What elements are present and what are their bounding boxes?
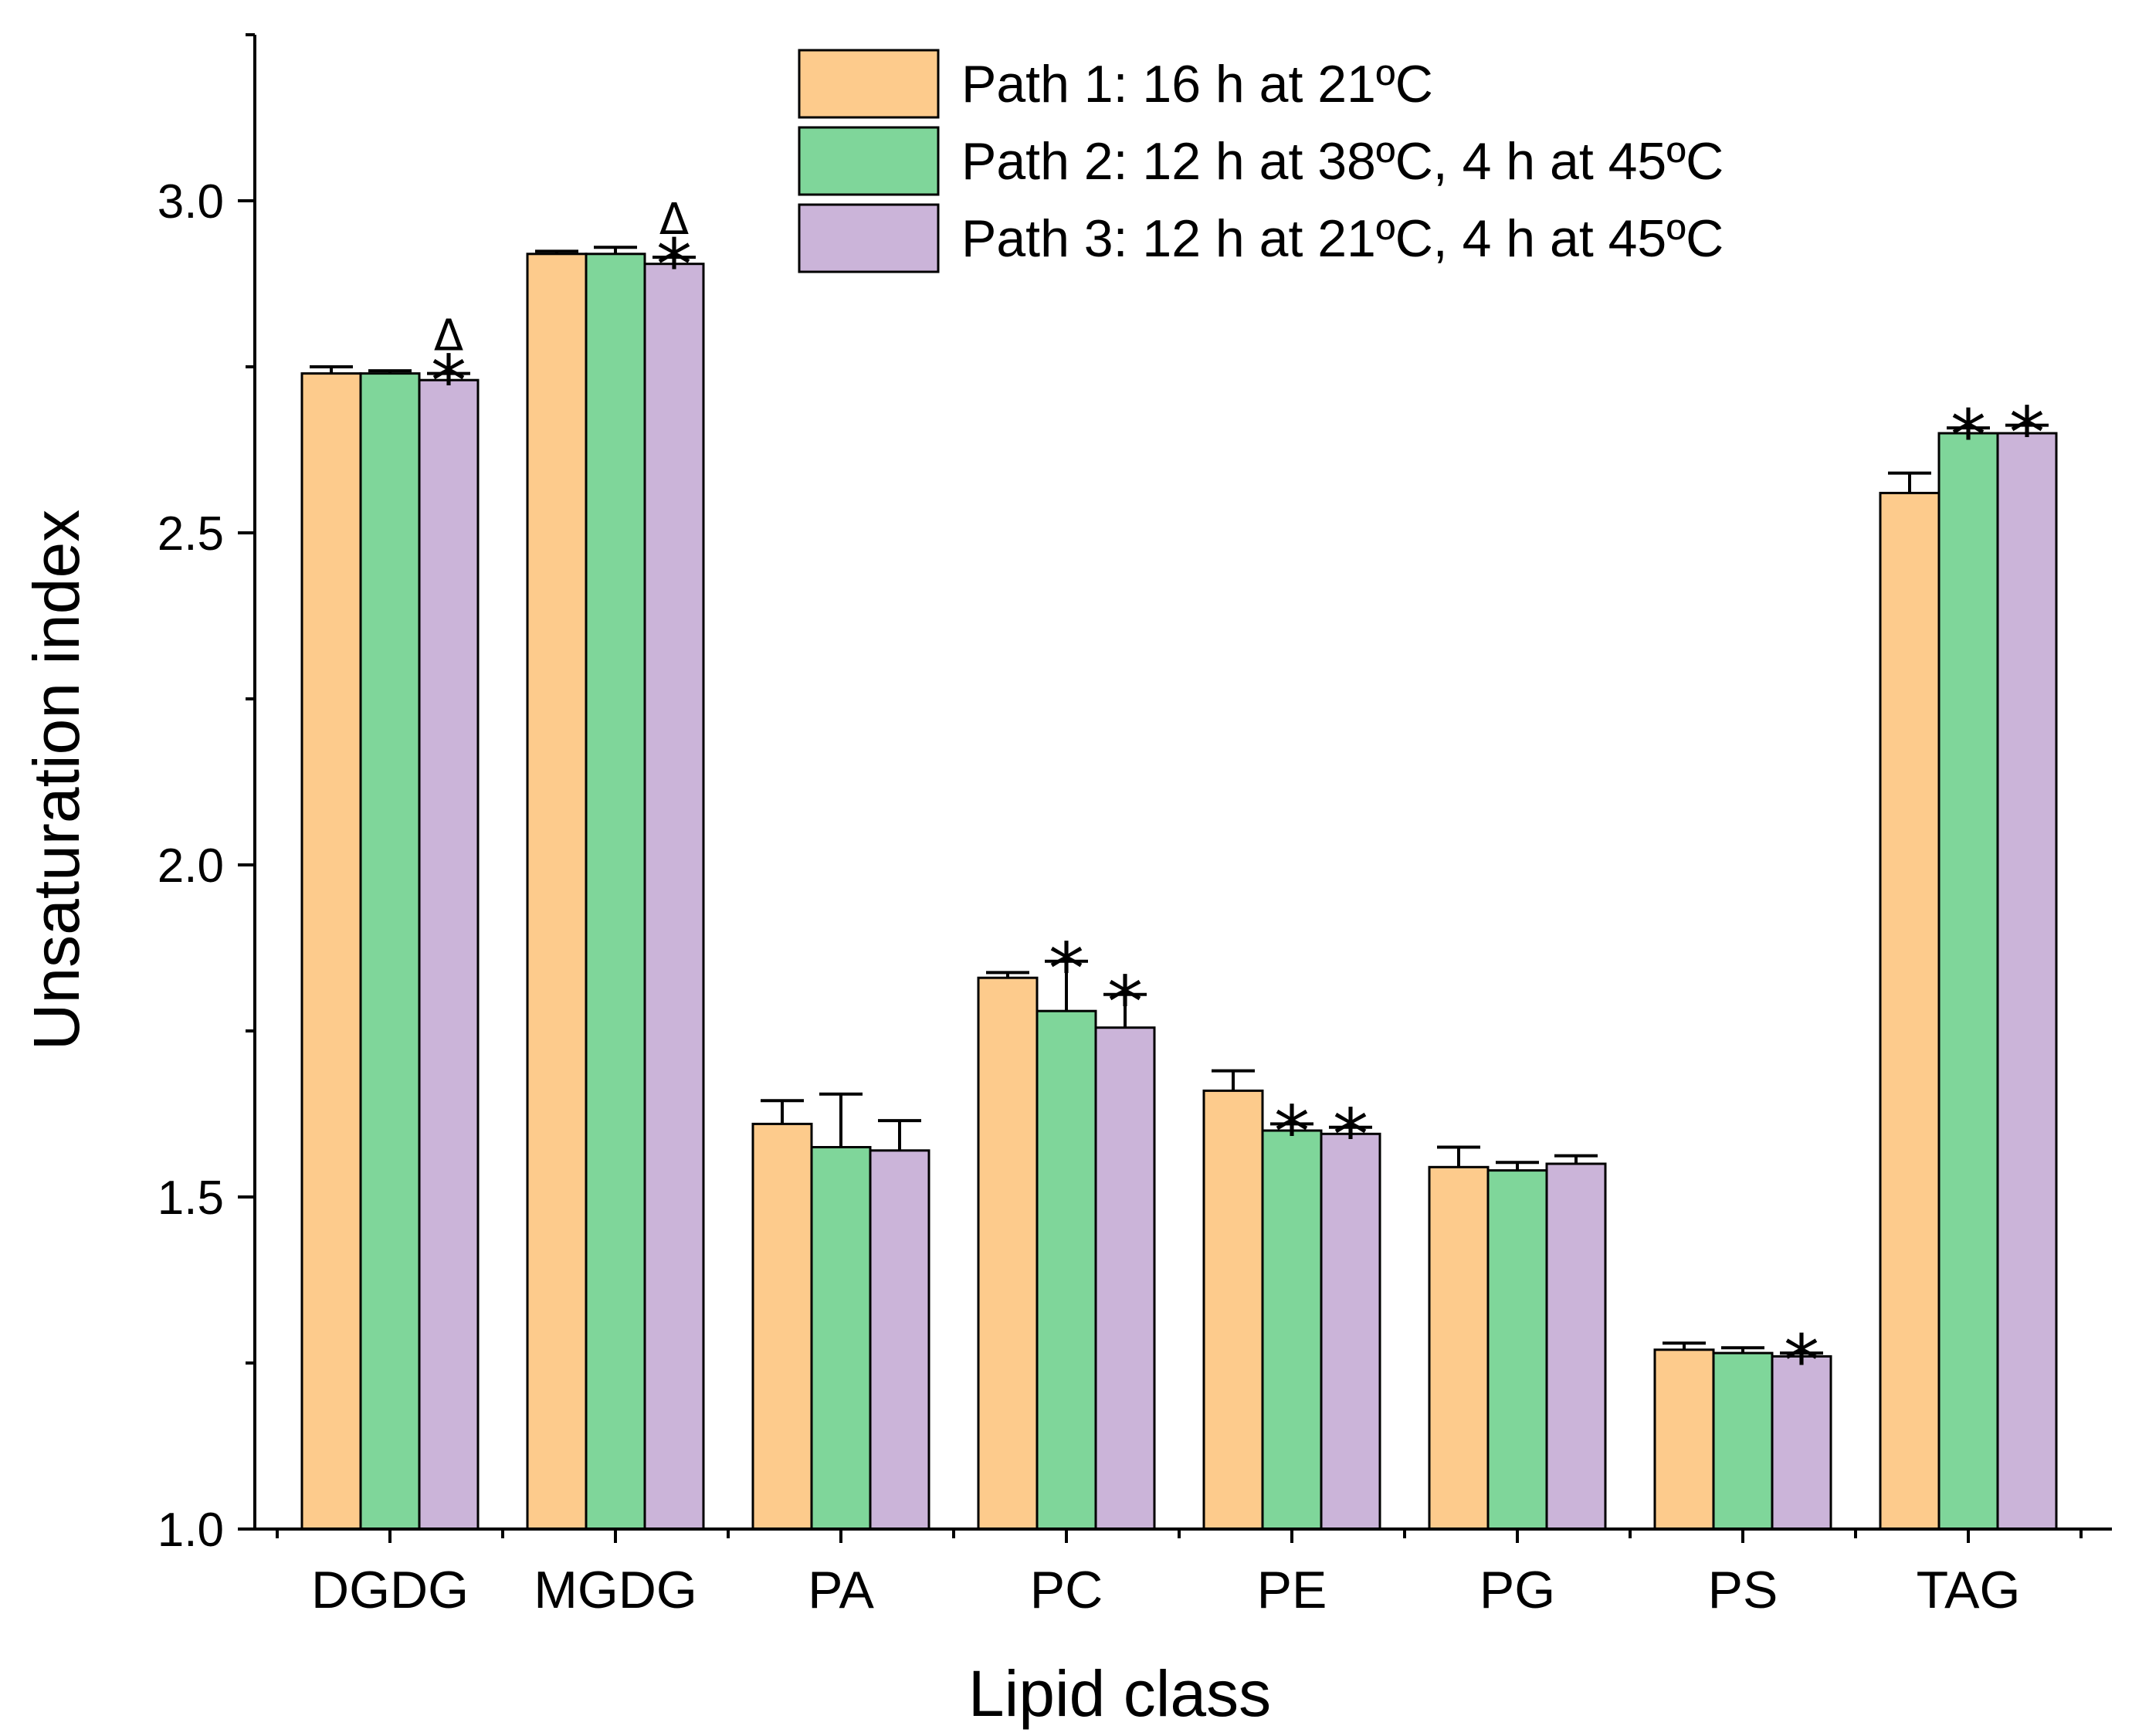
- x-tick-label-dgdg: DGDG: [311, 1561, 469, 1619]
- bar-ps-series-3: [1771, 1355, 1832, 1531]
- bar-ps-series-1: [1653, 1348, 1715, 1531]
- legend: Path 1: 16 h at 21ºC Path 2: 12 h at 38ºC…: [798, 49, 1724, 273]
- x-tick-label-pe: PE: [1257, 1561, 1327, 1619]
- y-tick-label-2.5: 2.5: [158, 507, 224, 561]
- error-bars-layer: [310, 246, 2049, 1357]
- bar-dgdg-series-2: [359, 372, 421, 1531]
- bar-dgdg-series-1: [300, 372, 362, 1531]
- significance-delta-mgdg-series-3: Δ: [659, 195, 689, 245]
- x-tick-label-tag: TAG: [1917, 1561, 2021, 1619]
- bar-pa-series-3: [869, 1149, 930, 1531]
- significance-star-pc-series-2: *: [1049, 928, 1084, 1011]
- x-tick-label-pc: PC: [1030, 1561, 1103, 1619]
- significance-star-mgdg-series-3: *: [656, 224, 692, 307]
- legend-swatch-series-2: [798, 126, 940, 196]
- bar-tag-series-1: [1879, 491, 1940, 1531]
- bar-pg-series-2: [1486, 1169, 1548, 1531]
- significance-star-pe-series-2: *: [1274, 1090, 1310, 1173]
- bar-pe-series-2: [1261, 1129, 1323, 1531]
- bar-pc-series-2: [1035, 1009, 1097, 1531]
- significance-star-pe-series-3: *: [1333, 1094, 1368, 1177]
- significance-markers-layer: *Δ*Δ* ** *** *: [431, 195, 2045, 1402]
- bar-pc-series-3: [1094, 1026, 1156, 1531]
- bar-pc-series-1: [977, 976, 1039, 1531]
- significance-star-pc-series-3: *: [1107, 961, 1143, 1044]
- bar-pg-series-1: [1428, 1165, 1490, 1531]
- y-axis-title: Unsaturation index: [20, 510, 93, 1050]
- significance-star-tag-series-3: *: [2009, 392, 2045, 475]
- x-axis-title: Lipid class: [968, 1657, 1271, 1730]
- bar-pe-series-1: [1202, 1089, 1264, 1531]
- x-tick-label-pa: PA: [808, 1561, 874, 1619]
- bar-pa-series-1: [751, 1122, 813, 1531]
- bar-pe-series-3: [1320, 1132, 1381, 1531]
- bar-tag-series-2: [1937, 432, 1999, 1531]
- bar-mgdg-series-2: [585, 253, 646, 1531]
- y-tick-label-1.0: 1.0: [158, 1504, 224, 1557]
- x-tick-label-ps: PS: [1708, 1561, 1778, 1619]
- significance-star-ps-series-3: *: [1784, 1320, 1819, 1402]
- y-tick-label-3.0: 3.0: [158, 175, 224, 229]
- bar-pa-series-2: [810, 1146, 872, 1531]
- bar-mgdg-series-1: [526, 253, 588, 1531]
- significance-delta-dgdg-series-3: Δ: [434, 311, 463, 361]
- bar-ps-series-2: [1712, 1351, 1774, 1531]
- bar-tag-series-3: [1996, 432, 2058, 1531]
- significance-star-tag-series-2: *: [1951, 395, 1986, 477]
- axes-layer: DGDG MGDG PA PC PE PG PS TAG 1.0 1.5 2.0 2.5 3.0: [158, 33, 2112, 1619]
- x-tick-label-pg: PG: [1480, 1561, 1555, 1619]
- legend-label-series-1: Path 1: 16 h at 21ºC: [961, 55, 1433, 114]
- bar-dgdg-series-3: [418, 378, 480, 1531]
- legend-swatch-series-1: [798, 49, 940, 119]
- y-tick-label-2.0: 2.0: [158, 839, 224, 893]
- bar-pg-series-3: [1545, 1162, 1607, 1531]
- bar-mgdg-series-3: [643, 263, 705, 1531]
- y-tick-label-1.5: 1.5: [158, 1171, 224, 1225]
- x-tick-label-mgdg: MGDG: [534, 1561, 697, 1619]
- legend-label-series-2: Path 2: 12 h at 38ºC, 4 h at 45ºC: [961, 132, 1724, 191]
- legend-swatch-series-3: [798, 203, 940, 273]
- significance-star-dgdg-series-3: *: [431, 341, 466, 423]
- legend-label-series-3: Path 3: 12 h at 21ºC, 4 h at 45ºC: [961, 209, 1724, 268]
